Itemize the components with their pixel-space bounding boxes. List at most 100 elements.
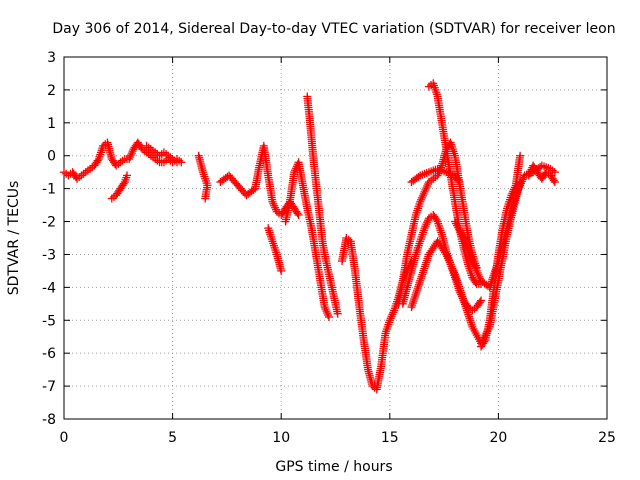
data-point xyxy=(480,337,489,346)
data-point xyxy=(271,203,280,212)
data-point xyxy=(449,266,458,275)
data-point xyxy=(408,301,417,310)
data-point xyxy=(172,158,181,167)
data-point xyxy=(293,209,302,218)
data-point xyxy=(408,299,417,308)
x-tick-label: 5 xyxy=(168,430,177,446)
data-point xyxy=(526,167,535,176)
y-tick-label: -4 xyxy=(42,280,56,296)
x-tick-label: 10 xyxy=(272,430,290,446)
data-point xyxy=(464,310,473,319)
plot-frame xyxy=(63,56,608,420)
data-point xyxy=(507,191,516,200)
y-tick-label: 1 xyxy=(47,116,56,132)
data-point xyxy=(549,176,558,185)
data-point xyxy=(416,197,425,206)
data-point xyxy=(455,178,464,187)
data-point xyxy=(127,149,136,158)
y-tick-label: -6 xyxy=(42,346,56,362)
data-point xyxy=(277,266,286,275)
gridlines xyxy=(64,57,607,419)
data-point xyxy=(387,312,396,321)
data-point xyxy=(550,168,559,177)
data-point xyxy=(516,151,525,160)
data-point xyxy=(420,262,429,271)
data-point xyxy=(422,256,431,265)
data-point xyxy=(410,292,419,301)
data-point xyxy=(324,311,333,320)
data-point xyxy=(423,182,432,191)
data-point xyxy=(447,262,456,271)
data-point xyxy=(470,262,479,271)
data-point xyxy=(419,266,428,275)
data-point xyxy=(444,256,453,265)
data-point xyxy=(442,250,451,259)
data-point xyxy=(412,288,421,297)
data-point xyxy=(418,191,427,200)
x-tick-label: 15 xyxy=(381,430,399,446)
data-point xyxy=(471,264,480,273)
data-point xyxy=(119,179,128,188)
data-point xyxy=(420,187,429,196)
data-point xyxy=(421,185,430,194)
data-point xyxy=(323,309,332,318)
data-point xyxy=(126,151,135,160)
data-point xyxy=(122,171,131,180)
data-point xyxy=(407,303,416,312)
y-tick-label: 2 xyxy=(47,83,56,99)
data-point xyxy=(388,310,397,319)
data-point xyxy=(443,252,452,261)
data-point xyxy=(418,268,427,277)
data-point xyxy=(472,266,481,275)
data-point xyxy=(93,156,102,165)
data-point xyxy=(385,316,394,325)
data-point xyxy=(416,274,425,283)
data-point xyxy=(508,189,517,198)
y-tick-label: -8 xyxy=(42,412,56,428)
data-point xyxy=(432,215,441,224)
y-axis-label: SDTVAR / TECUs xyxy=(6,181,22,296)
data-point xyxy=(450,268,459,277)
data-point xyxy=(410,295,419,304)
data-point xyxy=(446,260,455,269)
data-point xyxy=(417,272,426,281)
data-point xyxy=(550,178,559,187)
data-point xyxy=(322,307,331,316)
data-point xyxy=(468,257,477,266)
data-point xyxy=(525,169,534,178)
y-tick-label: 3 xyxy=(47,50,56,66)
data-point xyxy=(448,264,457,273)
data-point xyxy=(510,183,519,192)
y-tick-label: -5 xyxy=(42,313,56,329)
data-point xyxy=(417,195,426,204)
y-tick-labels: 3 2 1 0 -1 -2 -3 -4 -5 -6 -7 -8 xyxy=(42,50,56,428)
data-point xyxy=(409,297,418,306)
y-tick-label: -2 xyxy=(42,215,56,231)
data-point xyxy=(510,185,519,194)
data-point xyxy=(509,187,518,196)
data-point xyxy=(474,270,483,279)
data-point xyxy=(470,260,479,269)
data-point xyxy=(269,199,278,208)
data-point xyxy=(469,259,478,268)
data-point xyxy=(475,298,484,307)
data-point xyxy=(422,220,431,229)
data-point xyxy=(411,290,420,299)
data-point xyxy=(268,197,277,206)
data-point xyxy=(454,176,463,185)
data-point xyxy=(420,264,429,273)
x-tick-label: 20 xyxy=(489,430,507,446)
data-point xyxy=(294,210,303,219)
data-point xyxy=(321,305,330,314)
data-point xyxy=(524,171,533,180)
data-point xyxy=(445,258,454,267)
data-point xyxy=(389,308,398,317)
y-tick-label: 0 xyxy=(47,149,56,165)
data-point xyxy=(466,316,475,325)
chart-title: Day 306 of 2014, Sidereal Day-to-day VTE… xyxy=(52,21,615,37)
data-point xyxy=(413,284,422,293)
data-point xyxy=(125,155,134,164)
data-point xyxy=(419,189,428,198)
data-point xyxy=(416,276,425,285)
